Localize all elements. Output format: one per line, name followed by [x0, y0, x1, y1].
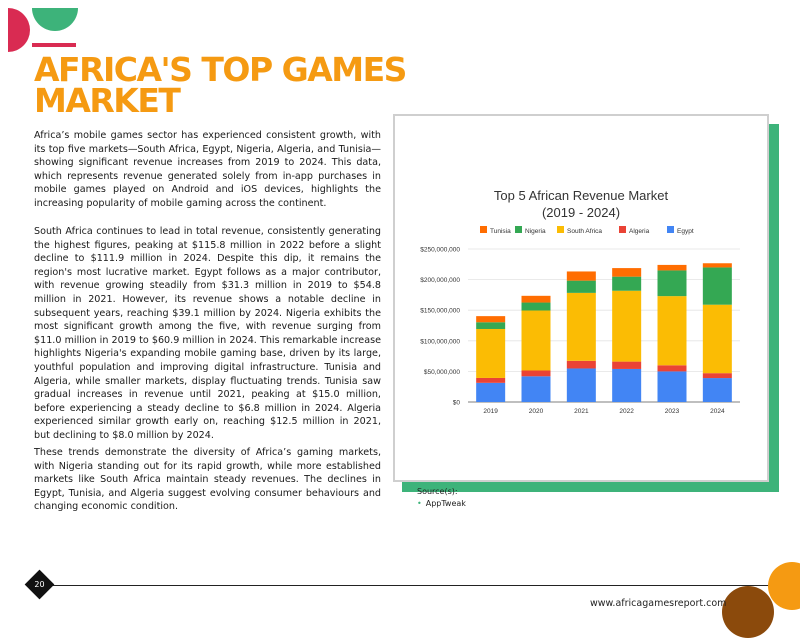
chart-x-labels: 2019 2020 2021 2022 2023 2024: [483, 408, 725, 415]
bar-tunisia-2022: [612, 268, 642, 277]
chart-bars: [476, 263, 732, 402]
legend-label-algeria: Algeria: [629, 228, 650, 235]
analysis-paragraph: South Africa continues to lead in total …: [34, 226, 381, 441]
bar-egypt-2023: [657, 371, 687, 402]
bar-south-africa-2023: [657, 296, 687, 366]
bar-nigeria-2020: [521, 302, 551, 311]
bar-nigeria-2019: [476, 322, 506, 329]
bar-egypt-2020: [521, 376, 551, 402]
legend-swatch-tunisia: [480, 226, 487, 233]
legend-swatch-egypt: [667, 226, 674, 233]
website-link[interactable]: www.africagamesreport.com: [590, 598, 727, 609]
bar-nigeria-2024: [702, 267, 732, 305]
decorative-circle-brown: [722, 586, 774, 638]
x-tick-label: 2021: [574, 408, 589, 415]
bar-tunisia-2019: [476, 316, 506, 323]
x-tick-label: 2022: [619, 408, 634, 415]
chart-legend: Tunisia Nigeria South Africa Algeria Egypt: [480, 226, 694, 235]
bar-tunisia-2023: [657, 264, 687, 271]
legend-label-egypt: Egypt: [677, 228, 694, 235]
bar-tunisia-2024: [702, 263, 732, 268]
y-tick-label: $100,000,000: [420, 338, 460, 345]
logo-semicircle: [32, 8, 78, 31]
legend-label-tunisia: Tunisia: [490, 228, 511, 235]
source-label: Source(s):: [417, 487, 458, 496]
footer-divider: [34, 585, 800, 586]
bar-algeria-2021: [566, 360, 596, 369]
source-name: AppTweak: [425, 499, 466, 508]
chart-grid: $0 $50,000,000 $100,000,000 $150,000,000 $20…: [420, 247, 740, 407]
bar-tunisia-2020: [521, 295, 551, 303]
legend-swatch-nigeria: [515, 226, 522, 233]
bar-algeria-2022: [612, 361, 642, 369]
chart-subtitle: (2019 - 2024): [542, 205, 620, 220]
bar-algeria-2020: [521, 370, 551, 377]
decorative-circle-orange: [768, 562, 800, 610]
x-tick-label: 2020: [529, 408, 544, 415]
x-tick-label: 2024: [710, 408, 725, 415]
x-tick-label: 2023: [665, 408, 680, 415]
chart-title: Top 5 African Revenue Market: [494, 188, 669, 203]
legend-swatch-south-africa: [557, 226, 564, 233]
bar-nigeria-2022: [612, 276, 642, 291]
y-tick-label: $250,000,000: [420, 247, 460, 254]
bar-tunisia-2021: [566, 271, 596, 281]
bullet-icon: •: [417, 499, 422, 508]
legend-label-south-africa: South Africa: [567, 228, 602, 235]
y-tick-label: $50,000,000: [424, 369, 461, 376]
bar-egypt-2019: [476, 382, 506, 402]
logo-mark: [8, 8, 30, 52]
bar-nigeria-2021: [566, 280, 596, 293]
logo-underline: [32, 43, 76, 47]
legend-swatch-algeria: [619, 226, 626, 233]
revenue-chart: Top 5 African Revenue Market (2019 - 202…: [420, 188, 740, 415]
x-tick-label: 2019: [483, 408, 498, 415]
bar-egypt-2021: [566, 368, 596, 402]
y-tick-label: $150,000,000: [420, 308, 460, 315]
page-title: AFRICA'S TOP GAMES MARKET: [34, 50, 407, 120]
conclusion-paragraph: These trends demonstrate the diversity o…: [34, 447, 381, 513]
y-tick-label: $0: [453, 400, 461, 407]
page-number: 20: [34, 580, 45, 589]
bar-south-africa-2020: [521, 310, 551, 371]
legend-label-nigeria: Nigeria: [525, 228, 546, 235]
y-tick-label: $200,000,000: [420, 277, 460, 284]
bar-nigeria-2023: [657, 270, 687, 297]
bar-south-africa-2021: [566, 292, 596, 361]
bar-south-africa-2019: [476, 328, 506, 378]
bar-algeria-2024: [702, 373, 732, 379]
source-item: • AppTweak: [417, 499, 466, 508]
bar-algeria-2023: [657, 365, 687, 372]
bar-algeria-2019: [476, 377, 506, 383]
bar-south-africa-2022: [612, 290, 642, 362]
intro-paragraph: Africa’s mobile games sector has experie…: [34, 130, 381, 209]
bar-egypt-2022: [612, 368, 642, 402]
bar-egypt-2024: [702, 378, 732, 402]
bar-south-africa-2024: [702, 304, 732, 374]
